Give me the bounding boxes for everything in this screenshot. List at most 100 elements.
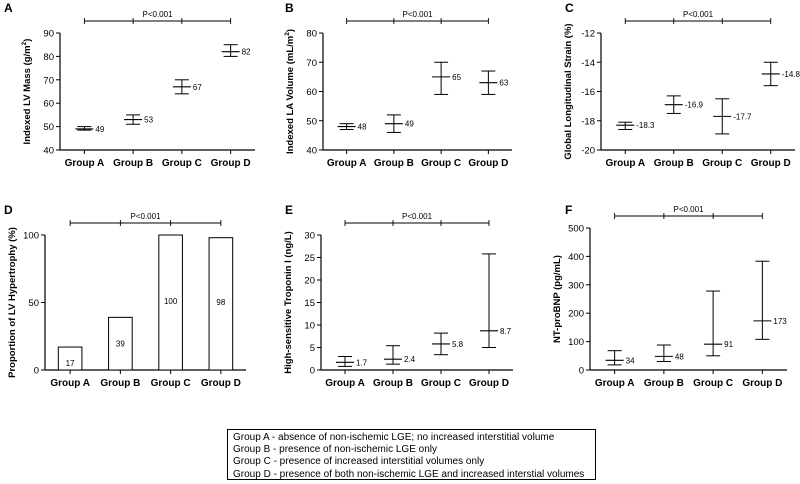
value-label: 173 — [773, 317, 787, 326]
x-tick-label: Group C — [421, 378, 461, 389]
panel-letter: B — [285, 1, 294, 15]
value-label: 8.7 — [500, 327, 512, 336]
value-label: 1.7 — [356, 358, 368, 367]
legend-line-group-d: Group D - presence of both non-ischemic … — [233, 468, 585, 480]
panel-c: C -20 -18 -16 -14 -12 Group A Group B Group C Gro… — [563, 1, 800, 169]
value-label: 48 — [675, 352, 684, 361]
legend-line-group-b: Group B - presence of non-ischemic LGE o… — [233, 444, 437, 456]
y-tick-label: 40 — [43, 146, 54, 157]
value-label: 91 — [724, 340, 733, 349]
value-label: -18.3 — [636, 121, 655, 130]
legend-line-group-a: Group A - absence of non-ischemic LGE; n… — [233, 432, 555, 443]
panel-f: F 0 100 200 300 400 500 Group A Group B Group C Gr… — [552, 203, 787, 389]
y-tick-label: 15 — [304, 298, 315, 309]
value-label: 2.4 — [404, 355, 416, 364]
value-label: -14.8 — [782, 70, 800, 79]
y-tick-label: 0 — [310, 366, 315, 377]
group-legend: Group A - absence of non-ischemic LGE; n… — [227, 429, 596, 480]
y-axis-title: Indexed LV Mass (g/m2) — [21, 39, 33, 145]
value-label: 48 — [358, 123, 367, 132]
x-tick-label: Group A — [595, 378, 635, 389]
x-tick-label: Group A — [327, 158, 367, 169]
x-tick-label: Group D — [742, 378, 782, 389]
x-tick-label: Group D — [468, 158, 508, 169]
y-tick-label: 90 — [43, 29, 54, 40]
value-label: -17.7 — [733, 112, 752, 121]
value-label: 63 — [499, 79, 508, 88]
bar — [208, 237, 234, 371]
y-tick-label: 50 — [28, 298, 39, 309]
panel-letter: E — [285, 203, 293, 217]
y-axis-title: Indexed LA Volume (mL/m2) — [284, 29, 296, 154]
value-label: 100 — [164, 297, 178, 306]
significance-label: P<0.001 — [402, 212, 433, 221]
y-axis-title: Proportion of LV Hypertrophy (%) — [7, 227, 18, 378]
panel-b: B 40 50 60 70 80 Group A Group B Group C Group D I… — [284, 1, 512, 169]
panel-letter: C — [565, 1, 574, 15]
y-tick-label: 5 — [310, 343, 315, 354]
panel-letter: D — [4, 203, 13, 217]
y-tick-label: 70 — [306, 58, 317, 69]
x-tick-label: Group A — [605, 158, 645, 169]
x-tick-label: Group C — [702, 158, 742, 169]
y-tick-label: 40 — [306, 146, 317, 157]
y-tick-label: -20 — [581, 146, 595, 157]
x-tick-label: Group B — [100, 378, 140, 389]
x-tick-label: Group C — [151, 378, 191, 389]
y-axis-title: High-sensitive Troponin I (ng/L) — [283, 231, 294, 374]
value-label: 39 — [116, 340, 125, 349]
y-axis-title: NT-proBNP (pg/mL) — [552, 255, 563, 343]
significance-label: P<0.001 — [402, 10, 433, 19]
value-label: 34 — [626, 356, 635, 365]
y-tick-label: 25 — [304, 253, 315, 264]
y-tick-label: 30 — [304, 231, 315, 242]
y-tick-label: 100 — [568, 337, 584, 348]
y-tick-label: 60 — [43, 99, 54, 110]
panel-e: E 0 5 10 15 20 25 30 Group A Group B Group C Group … — [283, 203, 513, 389]
x-tick-label: Group A — [50, 378, 90, 389]
x-tick-label: Group D — [751, 158, 791, 169]
bar — [158, 234, 183, 371]
value-label: -16.9 — [685, 101, 704, 110]
x-tick-label: Group B — [374, 158, 414, 169]
y-tick-label: 500 — [568, 224, 584, 235]
value-label: 17 — [66, 359, 75, 368]
y-tick-label: 60 — [306, 87, 317, 98]
y-tick-label: 50 — [43, 122, 54, 133]
value-label: 49 — [405, 120, 414, 129]
y-axis-title: Global Longitudinal Strain (%) — [563, 23, 574, 159]
x-tick-label: Group D — [211, 158, 251, 169]
y-tick-label: -14 — [581, 58, 595, 69]
y-tick-label: 400 — [568, 252, 584, 263]
y-tick-label: 300 — [568, 280, 584, 291]
value-label: 5.8 — [452, 340, 464, 349]
y-tick-label: -18 — [581, 116, 595, 127]
x-tick-label: Group B — [644, 378, 684, 389]
y-tick-label: 80 — [306, 29, 317, 40]
bar — [108, 316, 133, 371]
y-tick-label: -12 — [581, 29, 595, 40]
panel-d: D 0 50 100 Group A Group B Group C Group D Propo… — [4, 203, 246, 389]
y-tick-label: 100 — [23, 231, 39, 242]
y-tick-label: 20 — [304, 276, 315, 287]
value-label: 49 — [95, 125, 104, 134]
x-tick-label: Group D — [469, 378, 509, 389]
legend-line-group-c: Group C - presence of increased intersti… — [233, 456, 485, 468]
x-tick-label: Group A — [325, 378, 365, 389]
value-label: 98 — [216, 298, 225, 307]
y-tick-label: 0 — [579, 366, 584, 377]
value-label: 53 — [144, 116, 153, 125]
significance-label: P<0.001 — [683, 10, 714, 19]
y-tick-label: 0 — [34, 366, 39, 377]
panel-a: A 40 50 60 70 80 90 Group A Group B Group C Group … — [4, 1, 255, 169]
panel-letter: F — [565, 203, 572, 217]
x-tick-label: Group D — [201, 378, 241, 389]
y-tick-label: -16 — [581, 87, 595, 98]
panel-letter: A — [4, 1, 13, 15]
y-tick-label: 200 — [568, 309, 584, 320]
significance-label: P<0.001 — [130, 212, 161, 221]
bar — [57, 346, 83, 371]
value-label: 82 — [242, 48, 251, 57]
x-tick-label: Group C — [421, 158, 461, 169]
